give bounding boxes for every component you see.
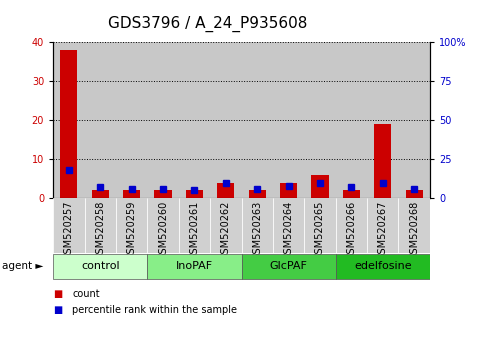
Text: GlcPAF: GlcPAF <box>270 261 308 272</box>
Text: ■: ■ <box>53 289 62 299</box>
FancyBboxPatch shape <box>179 198 210 253</box>
Bar <box>336 42 367 198</box>
Text: GSM520266: GSM520266 <box>346 201 356 260</box>
Bar <box>343 190 360 198</box>
Bar <box>374 124 391 198</box>
FancyBboxPatch shape <box>85 198 116 253</box>
Bar <box>147 253 242 279</box>
Bar <box>242 42 273 198</box>
Text: GSM520262: GSM520262 <box>221 201 231 260</box>
Bar <box>304 42 336 198</box>
Bar <box>186 190 203 198</box>
Bar <box>398 42 430 198</box>
FancyBboxPatch shape <box>367 198 398 253</box>
FancyBboxPatch shape <box>304 198 336 253</box>
FancyBboxPatch shape <box>242 198 273 253</box>
Bar <box>312 175 328 198</box>
FancyBboxPatch shape <box>53 198 85 253</box>
Bar <box>85 42 116 198</box>
Text: edelfosine: edelfosine <box>354 261 412 272</box>
Bar <box>179 42 210 198</box>
Text: GSM520265: GSM520265 <box>315 201 325 260</box>
Text: GSM520267: GSM520267 <box>378 201 388 260</box>
FancyBboxPatch shape <box>273 198 304 253</box>
Bar <box>280 183 297 198</box>
Bar <box>367 42 398 198</box>
Text: GSM520263: GSM520263 <box>252 201 262 260</box>
Text: GDS3796 / A_24_P935608: GDS3796 / A_24_P935608 <box>108 16 307 32</box>
Bar <box>60 50 77 198</box>
Text: GSM520260: GSM520260 <box>158 201 168 260</box>
Bar <box>406 190 423 198</box>
Text: percentile rank within the sample: percentile rank within the sample <box>72 305 238 315</box>
Bar <box>155 190 171 198</box>
Bar <box>53 42 85 198</box>
Bar <box>92 190 109 198</box>
Bar <box>217 183 234 198</box>
Text: InoPAF: InoPAF <box>176 261 213 272</box>
Text: GSM520257: GSM520257 <box>64 201 74 261</box>
Text: agent ►: agent ► <box>2 261 44 272</box>
Text: GSM520261: GSM520261 <box>189 201 199 260</box>
Bar <box>273 42 304 198</box>
Bar <box>53 253 147 279</box>
Text: GSM520258: GSM520258 <box>95 201 105 260</box>
Text: control: control <box>81 261 119 272</box>
FancyBboxPatch shape <box>147 198 179 253</box>
Bar <box>242 253 336 279</box>
FancyBboxPatch shape <box>336 198 367 253</box>
Bar <box>336 253 430 279</box>
Text: ■: ■ <box>53 305 62 315</box>
Text: GSM520259: GSM520259 <box>127 201 137 260</box>
FancyBboxPatch shape <box>398 198 430 253</box>
FancyBboxPatch shape <box>210 198 242 253</box>
Bar <box>123 190 140 198</box>
Bar <box>147 42 179 198</box>
Text: GSM520268: GSM520268 <box>409 201 419 260</box>
Bar <box>210 42 242 198</box>
Text: count: count <box>72 289 100 299</box>
Bar <box>249 190 266 198</box>
Bar <box>116 42 147 198</box>
FancyBboxPatch shape <box>116 198 147 253</box>
Text: GSM520264: GSM520264 <box>284 201 294 260</box>
